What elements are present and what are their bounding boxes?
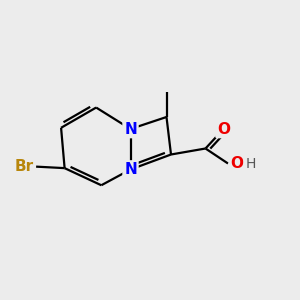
- Text: N: N: [124, 122, 137, 136]
- Text: H: H: [245, 157, 256, 170]
- Text: N: N: [124, 162, 137, 177]
- Text: O: O: [217, 122, 230, 136]
- Text: Br: Br: [14, 159, 34, 174]
- Text: O: O: [230, 156, 244, 171]
